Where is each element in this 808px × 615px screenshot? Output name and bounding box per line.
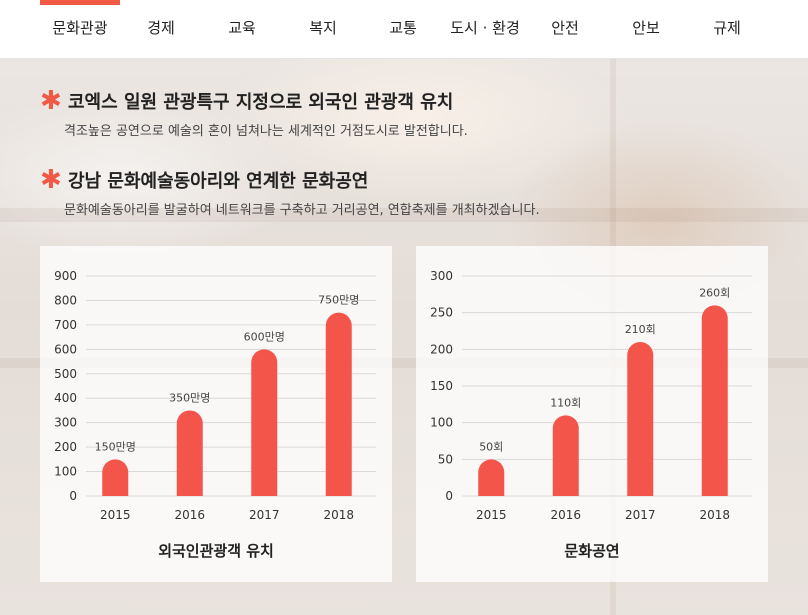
y-tick-label: 100 <box>430 416 453 430</box>
y-tick-label: 500 <box>54 367 77 381</box>
bar <box>251 349 278 496</box>
category-nav: 문화관광 경제 교육 복지 교통 도시 · 환경 안전 안보 규제 <box>0 0 808 59</box>
tab-regulation[interactable]: 규제 <box>713 19 741 37</box>
y-tick-label: 400 <box>54 391 77 405</box>
chart-title: 외국인관광객 유치 <box>158 542 274 560</box>
bar <box>478 459 505 496</box>
x-tick-label: 2017 <box>625 508 656 522</box>
chart-performances: 0 50 100 150 200 250 300 50회 2015 110회 2016 210회 201… <box>430 269 752 522</box>
y-tick-label: 200 <box>54 440 77 454</box>
y-tick-label: 250 <box>430 306 453 320</box>
bar <box>552 415 579 496</box>
section-title-text: 코엑스 일원 관광특구 지정으로 외국인 관광객 유치 <box>68 92 454 113</box>
section-title-text: 강남 문화예술동아리와 연계한 문화공연 <box>68 171 369 192</box>
data-label: 750만명 <box>318 294 359 307</box>
chart-title: 문화공연 <box>564 542 620 560</box>
y-tick-label: 700 <box>54 318 77 332</box>
data-label: 600만명 <box>244 330 285 343</box>
x-tick-label: 2018 <box>323 508 354 522</box>
data-label: 50회 <box>479 440 503 453</box>
tab-economy[interactable]: 경제 <box>147 19 175 37</box>
bar <box>325 312 352 496</box>
background-stripe <box>0 208 808 222</box>
tab-safety[interactable]: 안전 <box>551 19 579 37</box>
y-tick-label: 200 <box>430 342 453 356</box>
x-tick-label: 2015 <box>100 508 131 522</box>
data-label: 150만명 <box>95 440 136 453</box>
tab-security[interactable]: 안보 <box>632 19 660 37</box>
bar <box>102 459 129 496</box>
tab-welfare[interactable]: 복지 <box>309 19 337 37</box>
tab-education[interactable]: 교육 <box>228 19 256 37</box>
bar <box>701 305 728 496</box>
y-tick-label: 0 <box>69 489 77 503</box>
y-tick-label: 150 <box>430 379 453 393</box>
data-label: 210회 <box>625 323 656 336</box>
y-tick-label: 50 <box>438 452 453 466</box>
section-title-culture: ✱ 강남 문화예술동아리와 연계한 문화공연 <box>40 167 368 193</box>
data-label: 260회 <box>699 286 730 299</box>
chart-panel-tourists: 0 100 200 300 400 500 600 700 800 900 150만명 2015 350… <box>40 246 392 582</box>
y-tick-label: 800 <box>54 293 77 307</box>
y-tick-label: 100 <box>54 465 77 479</box>
section-desc-tourism: 격조높은 공연으로 예술의 혼이 넘쳐나는 세계적인 거점도시로 발전합니다. <box>64 124 468 139</box>
y-tick-label: 900 <box>54 269 77 283</box>
x-tick-label: 2017 <box>249 508 280 522</box>
background-stripe <box>0 358 808 368</box>
x-tick-label: 2018 <box>699 508 730 522</box>
data-label: 350만명 <box>169 391 210 404</box>
y-tick-label: 0 <box>445 489 453 503</box>
x-tick-label: 2015 <box>476 508 507 522</box>
y-tick-label: 600 <box>54 342 77 356</box>
section-desc-culture: 문화예술동아리를 발굴하여 네트워크를 구축하고 거리공연, 연합축제를 개최하… <box>64 203 540 218</box>
tab-culture-tourism[interactable]: 문화관광 <box>40 0 120 58</box>
x-tick-label: 2016 <box>174 508 205 522</box>
section-title-tourism: ✱ 코엑스 일원 관광특구 지정으로 외국인 관광객 유치 <box>40 88 453 114</box>
x-tick-label: 2016 <box>550 508 581 522</box>
bar <box>627 342 654 496</box>
tab-transport[interactable]: 교통 <box>389 19 417 37</box>
asterisk-icon: ✱ <box>40 86 62 116</box>
y-tick-label: 300 <box>430 269 453 283</box>
data-label: 110회 <box>550 396 581 409</box>
asterisk-icon: ✱ <box>40 165 62 195</box>
y-tick-label: 300 <box>54 416 77 430</box>
chart-panel-performances: 0 50 100 150 200 250 300 50회 2015 110회 2016 210회 201… <box>416 246 768 582</box>
tab-urban-environment[interactable]: 도시 · 환경 <box>450 19 520 37</box>
bar <box>176 410 203 496</box>
chart-tourists: 0 100 200 300 400 500 600 700 800 900 150만명 2015 350… <box>54 269 376 522</box>
